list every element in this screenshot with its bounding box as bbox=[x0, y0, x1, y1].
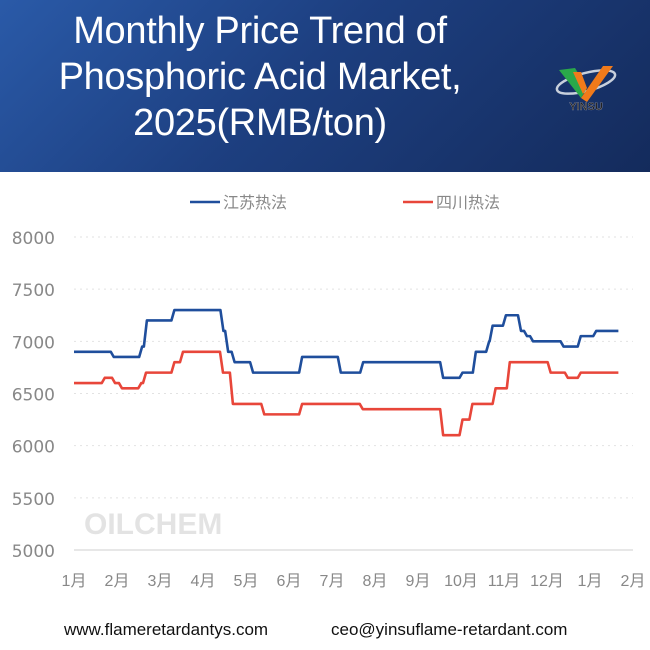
y-tick-label: 6500 bbox=[12, 386, 55, 406]
page-title: Monthly Price Trend of Phosphoric Acid M… bbox=[10, 8, 510, 146]
legend-label-2: 四川热法 bbox=[436, 193, 500, 212]
title-line-3: 2025(RMB/ton) bbox=[133, 102, 387, 144]
title-line-2: Phosphoric Acid Market, bbox=[58, 56, 462, 98]
y-tick-label: 7500 bbox=[12, 281, 55, 301]
x-tick-label: 2月 bbox=[105, 573, 130, 590]
x-tick-label: 4月 bbox=[191, 573, 216, 590]
x-tick-label: 8月 bbox=[363, 573, 388, 590]
x-tick-label: 6月 bbox=[277, 573, 302, 590]
y-tick-label: 8000 bbox=[12, 229, 55, 249]
website-link[interactable]: www.flameretardantys.com bbox=[64, 620, 269, 639]
x-tick-label: 11月 bbox=[488, 573, 521, 590]
title-line-1: Monthly Price Trend of bbox=[73, 10, 447, 52]
y-tick-label: 5000 bbox=[12, 542, 55, 562]
x-tick-label: 5月 bbox=[234, 573, 259, 590]
series-line-2 bbox=[74, 350, 619, 437]
x-tick-label: 7月 bbox=[320, 573, 345, 590]
legend-label-1: 江苏热法 bbox=[223, 193, 287, 212]
x-tick-label: 9月 bbox=[406, 573, 431, 590]
yinsu-logo: YINSU bbox=[555, 66, 617, 112]
watermark: OILCHEM bbox=[84, 508, 222, 541]
x-tick-label: 3月 bbox=[148, 573, 173, 590]
x-tick-label: 10月 bbox=[444, 573, 478, 590]
x-tick-label: 12月 bbox=[530, 573, 564, 590]
x-tick-label: 1月 bbox=[578, 573, 603, 590]
y-tick-label: 7000 bbox=[12, 333, 55, 353]
footer: www.flameretardantys.com ceo@yinsuflame-… bbox=[0, 618, 650, 646]
y-tick-label: 5500 bbox=[12, 490, 55, 510]
price-chart: OILCHEM 5000 5500 6000 6500 7000 7500 8000 1月 2… bbox=[12, 193, 646, 590]
x-tick-label: 2月 bbox=[621, 573, 646, 590]
series-line-1 bbox=[74, 308, 619, 380]
x-tick-label: 1月 bbox=[62, 573, 87, 590]
svg-text:YINSU: YINSU bbox=[569, 101, 603, 112]
email-link[interactable]: ceo@yinsuflame-retardant.com bbox=[331, 620, 568, 639]
y-tick-label: 6000 bbox=[12, 438, 55, 458]
header-banner: Monthly Price Trend of Phosphoric Acid M… bbox=[0, 0, 650, 172]
